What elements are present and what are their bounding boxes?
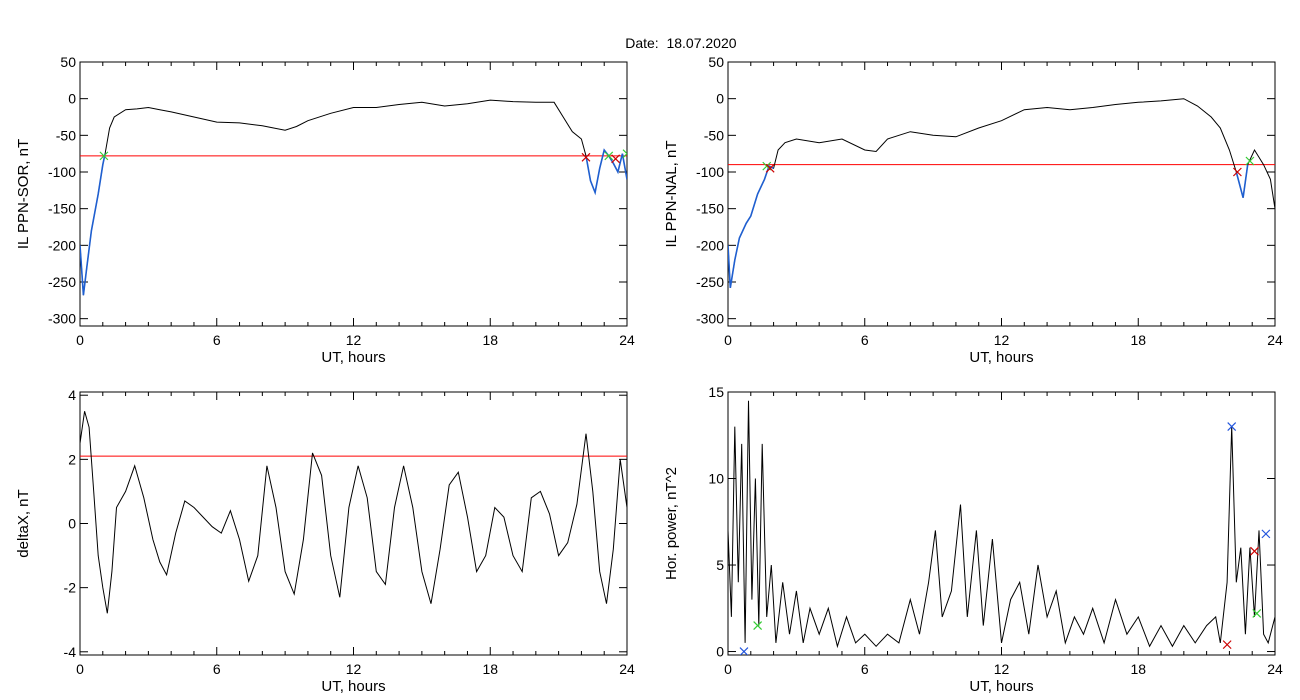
y-tick-label: 50	[708, 54, 724, 70]
x-tick-label: 12	[994, 661, 1010, 677]
x-tick-label: 6	[861, 661, 869, 677]
y-tick-label: -300	[696, 311, 724, 327]
y-tick-label: 5	[716, 557, 724, 573]
x-tick-label: 24	[619, 661, 635, 677]
y-tick-label: 2	[68, 451, 76, 467]
x-axis-label: UT, hours	[969, 349, 1033, 366]
date-label: Date:	[625, 35, 659, 51]
series-line	[728, 400, 1275, 649]
y-tick-label: -250	[48, 274, 76, 290]
y-tick-label: -150	[696, 201, 724, 217]
x-tick-label: 6	[213, 332, 221, 348]
event-marker	[1227, 422, 1237, 432]
event-marker	[1250, 546, 1259, 556]
y-tick-label: -4	[64, 644, 77, 660]
y-axis-label: IL PPN-SOR, nT	[15, 139, 32, 249]
x-tick-label: 12	[346, 661, 362, 677]
y-tick-label: 4	[68, 387, 76, 403]
x-tick-label: 0	[724, 332, 732, 348]
y-tick-label: 0	[68, 91, 76, 107]
y-tick-label: -250	[696, 274, 724, 290]
plot-frame	[79, 391, 628, 656]
y-axis-label: deltaX, nT	[15, 489, 32, 557]
highlighted-segment	[585, 148, 627, 196]
y-axis-label: Hor. power, nT^2	[663, 467, 680, 580]
y-tick-label: 15	[708, 384, 724, 400]
panel-hor-power: 0 6 12 18 24 15 10 5 0 UT, hours Hor. power, nT^2	[663, 384, 1283, 695]
event-marker	[611, 154, 621, 164]
plot-area	[80, 411, 627, 614]
y-tick-label: 0	[716, 644, 724, 660]
x-tick-label: 0	[76, 661, 84, 677]
x-tick-label: 24	[1267, 661, 1283, 677]
event-marker	[765, 163, 775, 173]
y-tick-label: -300	[48, 311, 76, 327]
y-tick-label: -100	[48, 164, 76, 180]
x-tick-label: 6	[861, 332, 869, 348]
series-line	[728, 98, 1275, 288]
y-tick-label: -50	[704, 127, 724, 143]
panel-il-ppn-sor: 0 6 12 18 24 50 0 -50 -100 -150 -200 -250 -300 UT, ho…	[15, 54, 635, 366]
y-tick-label: -200	[696, 237, 724, 253]
plot-area	[80, 99, 627, 296]
plot-area	[728, 400, 1275, 655]
x-tick-label: 0	[76, 332, 84, 348]
event-marker	[1232, 167, 1242, 177]
plot-frame	[727, 391, 1276, 656]
x-axis-label: UT, hours	[321, 678, 385, 695]
y-tick-label: 0	[68, 516, 76, 532]
y-tick-label: 10	[708, 471, 724, 487]
x-tick-label: 18	[482, 661, 498, 677]
highlighted-segment	[1235, 164, 1249, 198]
date-title: Date: 18.07.2020	[0, 19, 1300, 51]
event-marker	[1245, 156, 1255, 166]
event-marker	[739, 647, 749, 655]
y-tick-label: 50	[60, 54, 76, 70]
x-tick-label: 18	[1130, 332, 1146, 348]
x-tick-label: 18	[1130, 661, 1146, 677]
y-tick-label: -100	[696, 164, 724, 180]
event-marker	[99, 151, 109, 161]
panel-il-ppn-nal: 0 6 12 18 24 50 0 -50 -100 -150 -200 -250 -300 UT, ho…	[663, 54, 1283, 366]
x-tick-label: 12	[994, 332, 1010, 348]
y-axis-label: IL PPN-NAL, nT	[663, 141, 680, 248]
series-line	[80, 99, 627, 296]
y-tick-label: 0	[716, 91, 724, 107]
x-tick-label: 6	[213, 661, 221, 677]
x-axis-label: UT, hours	[321, 349, 385, 366]
x-tick-label: 24	[1267, 332, 1283, 348]
event-marker	[1252, 609, 1262, 618]
y-tick-label: -150	[48, 201, 76, 217]
plot-frame	[727, 61, 1276, 327]
x-tick-label: 12	[346, 332, 362, 348]
x-tick-label: 18	[482, 332, 498, 348]
event-marker	[1261, 529, 1271, 539]
y-tick-label: -50	[56, 127, 76, 143]
plot-frame	[79, 61, 628, 327]
x-tick-label: 24	[619, 332, 635, 348]
series-line	[80, 411, 627, 614]
plot-area	[728, 98, 1275, 289]
x-tick-label: 0	[724, 661, 732, 677]
event-marker	[622, 149, 627, 159]
event-marker	[604, 151, 614, 161]
y-tick-label: -200	[48, 237, 76, 253]
x-axis-label: UT, hours	[969, 678, 1033, 695]
highlighted-segment	[80, 153, 106, 296]
event-marker	[1222, 640, 1232, 650]
panel-deltax: 0 6 12 18 24 4 2 0 -2 -4 UT, hours deltaX, nT	[15, 387, 635, 695]
date-value: 18.07.2020	[666, 35, 737, 51]
event-marker	[753, 621, 763, 631]
highlighted-segment	[728, 164, 774, 289]
y-tick-label: -2	[64, 580, 77, 596]
event-marker	[581, 152, 591, 162]
